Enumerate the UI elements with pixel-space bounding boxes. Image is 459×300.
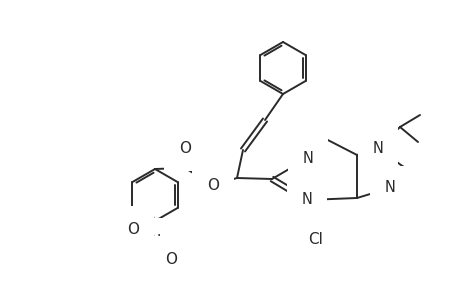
Text: N: N bbox=[301, 193, 312, 208]
Text: O: O bbox=[179, 140, 190, 155]
Text: O: O bbox=[127, 221, 139, 236]
Text: Cl: Cl bbox=[308, 232, 323, 247]
Text: N: N bbox=[302, 151, 313, 166]
Text: O: O bbox=[165, 251, 177, 266]
Text: N: N bbox=[149, 233, 160, 248]
Text: N: N bbox=[372, 140, 383, 155]
Text: N: N bbox=[384, 181, 395, 196]
Text: O: O bbox=[207, 178, 218, 193]
